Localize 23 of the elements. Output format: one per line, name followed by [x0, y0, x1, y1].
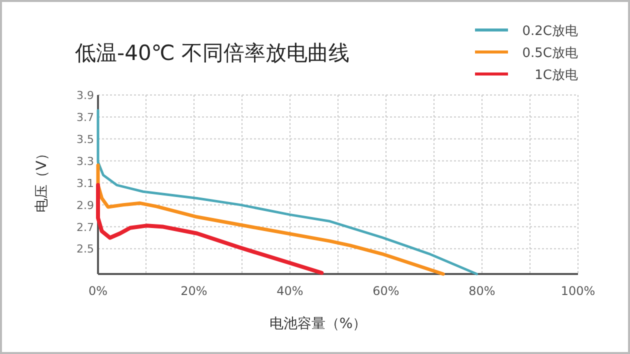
line-series [96, 164, 445, 276]
legend-label: 0.2C放电 [522, 24, 578, 39]
x-tick-label: 40% [276, 284, 304, 298]
y-tick-label: 3.5 [76, 132, 94, 146]
line-series [96, 183, 324, 275]
x-axis-title: 电池容量（%） [269, 316, 367, 332]
x-tick-label: 60% [372, 284, 400, 298]
y-tick-label: 3.3 [76, 154, 94, 168]
y-tick-label: 2.9 [76, 198, 94, 212]
y-axis-title: 电压（V） [34, 146, 50, 212]
chart-title: 低温-40℃ 不同倍率放电曲线 [75, 41, 350, 65]
line-series [96, 109, 478, 276]
y-tick-label: 2.7 [76, 220, 94, 234]
y-tick-label: 3.1 [76, 176, 94, 190]
x-tick-label: 100% [560, 284, 596, 298]
x-tick-label: 80% [468, 284, 496, 298]
x-tick-label: 0% [88, 284, 108, 298]
y-tick-label: 2.5 [76, 242, 94, 256]
legend-label: 1C放电 [534, 68, 578, 83]
x-tick-label: 20% [180, 284, 208, 298]
y-tick-label: 3.7 [76, 110, 94, 124]
y-tick-label: 3.9 [76, 89, 94, 102]
legend-label: 0.5C放电 [522, 46, 578, 61]
